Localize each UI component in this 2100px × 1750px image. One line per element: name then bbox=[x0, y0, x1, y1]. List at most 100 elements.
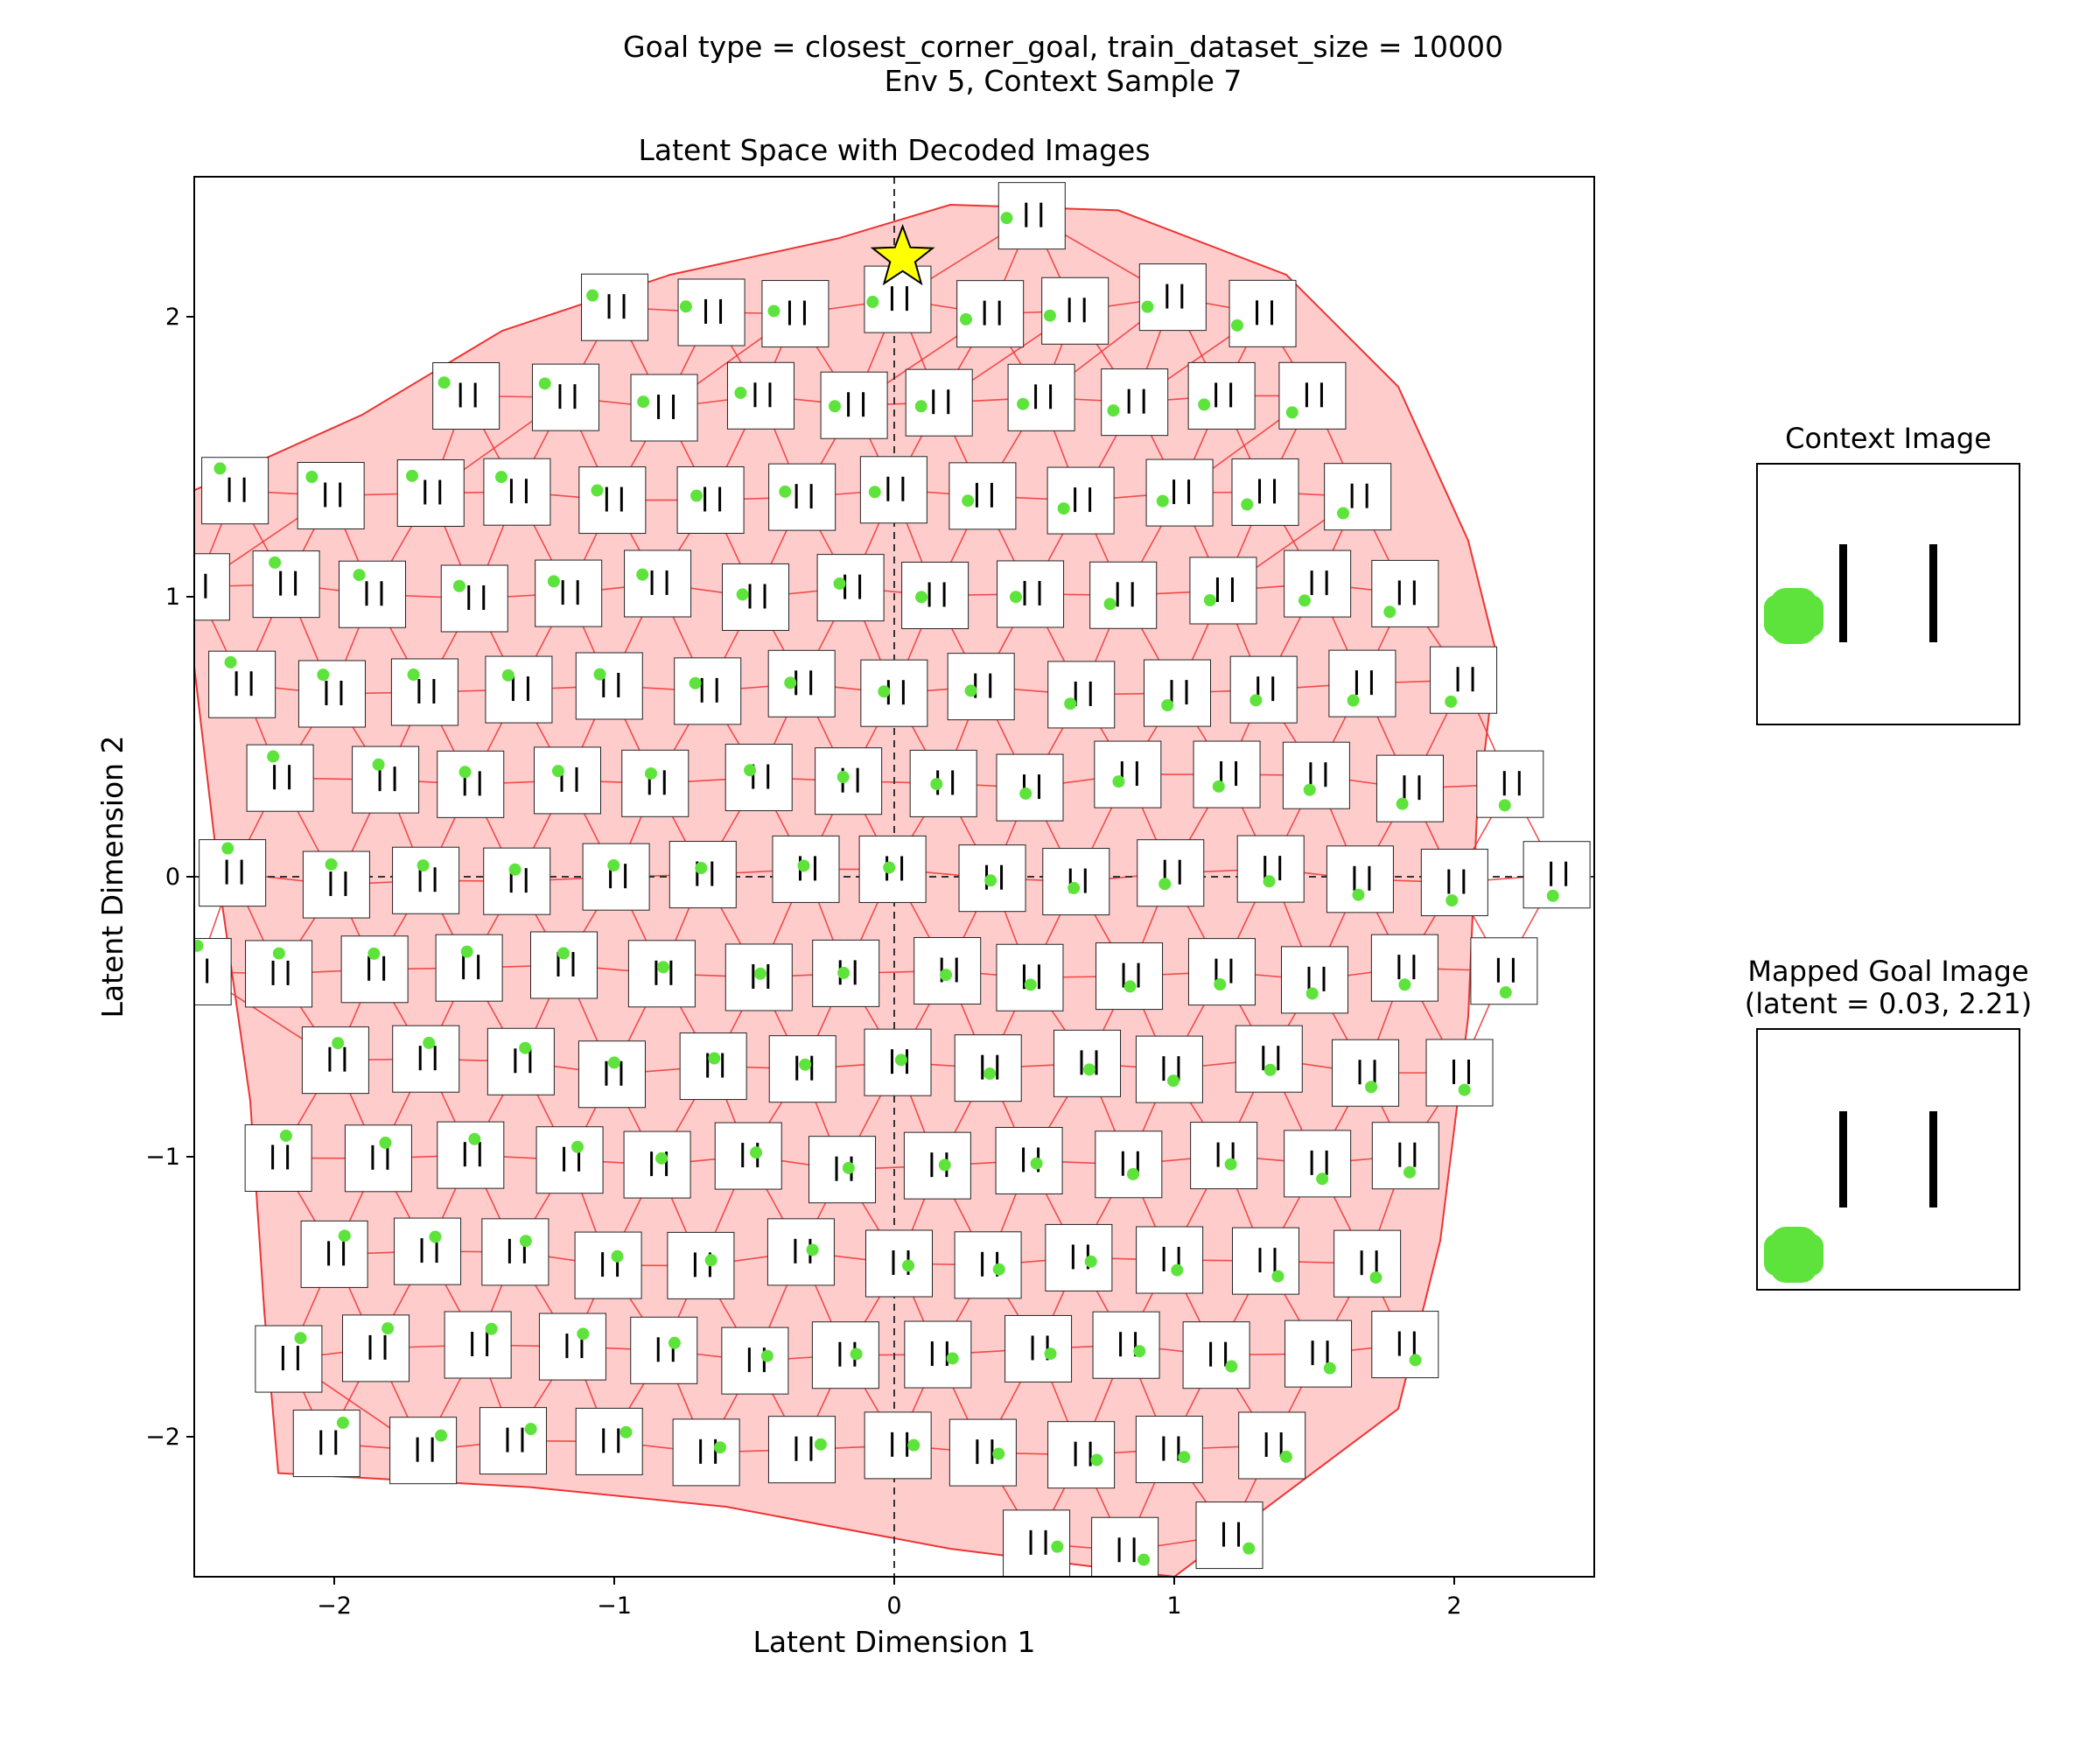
decoded-thumbnail bbox=[194, 553, 230, 621]
decoded-thumbnail bbox=[1284, 1130, 1352, 1198]
y-axis-ticks: −2 −1 0 1 2 bbox=[145, 304, 194, 1451]
context-image bbox=[1756, 463, 2020, 725]
thumbnail-dot bbox=[1499, 986, 1512, 999]
thumbnail-dot bbox=[1043, 309, 1056, 322]
decoded-thumbnail bbox=[623, 1130, 691, 1199]
decoded-thumbnail bbox=[1092, 1311, 1160, 1379]
thumbnail-dot bbox=[915, 591, 928, 604]
decoded-thumbnail bbox=[909, 749, 977, 817]
decoded-thumbnail bbox=[394, 1217, 462, 1285]
decoded-thumbnail bbox=[1235, 1025, 1303, 1093]
decoded-thumbnail bbox=[996, 753, 1064, 822]
thumbnail-dot bbox=[657, 961, 670, 974]
decoded-thumbnail bbox=[486, 1027, 555, 1096]
decoded-thumbnail bbox=[1229, 655, 1298, 724]
decoded-thumbnail bbox=[864, 1229, 933, 1298]
y-axis-label: Latent Dimension 2 bbox=[95, 735, 130, 1018]
decoded-thumbnail bbox=[1371, 559, 1439, 627]
decoded-thumbnail bbox=[199, 839, 267, 907]
decoded-thumbnail bbox=[1007, 363, 1075, 431]
decoded-thumbnail bbox=[724, 943, 793, 1012]
thumbnail-dot bbox=[1138, 1553, 1151, 1566]
x-axis-label: Latent Dimension 1 bbox=[752, 1625, 1035, 1659]
decoded-thumbnail bbox=[621, 749, 690, 817]
thumbnail-dot bbox=[695, 862, 708, 875]
thumbnail-dot bbox=[940, 969, 953, 982]
decoded-thumbnail bbox=[808, 1136, 877, 1204]
decoded-thumbnail bbox=[1144, 659, 1212, 727]
decoded-thumbnail bbox=[864, 1028, 932, 1096]
decoded-thumbnail bbox=[1425, 1039, 1494, 1107]
thumbnail-dot bbox=[1298, 594, 1311, 607]
thumbnail-dot bbox=[591, 484, 604, 497]
decoded-thumbnail bbox=[1326, 845, 1394, 914]
thumbnail-dot bbox=[353, 569, 366, 582]
decoded-thumbnail bbox=[864, 265, 932, 333]
decoded-thumbnail bbox=[1470, 937, 1538, 1005]
decoded-thumbnail bbox=[1089, 561, 1158, 629]
thumbnail-dot bbox=[416, 859, 430, 872]
decoded-thumbnail bbox=[252, 550, 320, 619]
decoded-thumbnail bbox=[722, 563, 790, 631]
y-tick-label: 1 bbox=[165, 584, 180, 611]
decoded-thumbnail bbox=[437, 750, 505, 818]
thumbnail-dot bbox=[1212, 780, 1225, 793]
thumbnail-dot bbox=[1103, 598, 1116, 611]
thumbnail-dot bbox=[1057, 502, 1070, 515]
thumbnail-dot bbox=[379, 1137, 392, 1150]
thumbnail-dot bbox=[959, 312, 972, 326]
decoded-thumbnail bbox=[901, 561, 970, 629]
decoded-thumbnail bbox=[1054, 1029, 1122, 1097]
thumbnail-dot bbox=[1404, 1166, 1417, 1179]
y-tick-label: −2 bbox=[145, 1424, 180, 1451]
thumbnail-dot bbox=[524, 1423, 537, 1436]
decoded-thumbnail bbox=[483, 847, 551, 915]
decoded-thumbnail bbox=[292, 1410, 360, 1478]
decoded-thumbnail bbox=[1045, 1223, 1113, 1292]
thumbnail-dot bbox=[1019, 787, 1032, 800]
thumbnail-dot bbox=[930, 778, 943, 791]
thumbnail-dot bbox=[1230, 318, 1243, 332]
decoded-thumbnail bbox=[437, 1121, 505, 1189]
thumbnail-dot bbox=[784, 676, 797, 690]
thumbnail-dot bbox=[1224, 1158, 1237, 1171]
thumbnail-dot bbox=[655, 1152, 668, 1165]
agent-dot bbox=[1764, 1227, 1824, 1283]
thumbnail-dot bbox=[1242, 1542, 1256, 1555]
decoded-thumbnail bbox=[1187, 361, 1256, 430]
decoded-thumbnail bbox=[342, 1314, 410, 1382]
thumbnail-dot bbox=[272, 947, 285, 960]
thumbnail-dot bbox=[883, 861, 896, 874]
decoded-thumbnail bbox=[352, 746, 420, 814]
x-tick-label: 2 bbox=[1446, 1592, 1461, 1620]
decoded-thumbnail bbox=[1228, 279, 1297, 347]
decoded-thumbnail bbox=[816, 554, 885, 622]
thumbnail-dot bbox=[224, 655, 237, 668]
thumbnail-dot bbox=[338, 1229, 351, 1242]
thumbnail-dot bbox=[902, 1259, 915, 1272]
thumbnail-dot bbox=[1024, 978, 1037, 991]
thumbnail-dot bbox=[914, 400, 928, 413]
thumbnail-dot bbox=[907, 1438, 920, 1452]
decoded-thumbnail bbox=[1095, 1130, 1163, 1199]
thumbnail-dot bbox=[736, 588, 749, 601]
thumbnail-dot bbox=[984, 1068, 997, 1081]
decoded-thumbnail bbox=[575, 652, 643, 720]
thumbnail-dot bbox=[570, 1140, 584, 1153]
thumbnail-dot bbox=[1112, 775, 1125, 788]
decoded-thumbnail bbox=[1370, 934, 1438, 1002]
decoded-thumbnail bbox=[1101, 368, 1169, 437]
decoded-thumbnail bbox=[815, 747, 883, 816]
thumbnail-dot bbox=[458, 766, 472, 779]
thumbnail-dot bbox=[1044, 1348, 1057, 1361]
thumbnail-dot bbox=[689, 676, 702, 690]
thumbnail-dot bbox=[679, 300, 692, 313]
decoded-thumbnail bbox=[1182, 1321, 1250, 1390]
thumbnail-dot bbox=[519, 1235, 532, 1248]
thumbnail-dot bbox=[1303, 783, 1316, 796]
decoded-thumbnails bbox=[194, 182, 1591, 1577]
thumbnail-dot bbox=[829, 400, 842, 413]
goal-image-title: Mapped Goal Image bbox=[1747, 955, 2028, 988]
thumbnail-dot bbox=[1323, 1362, 1336, 1375]
